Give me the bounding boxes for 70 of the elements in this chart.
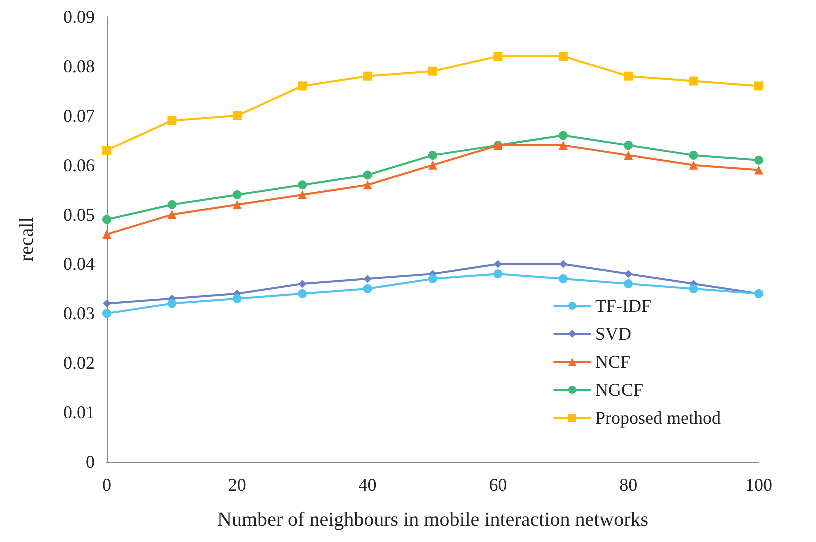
point	[428, 150, 438, 160]
point	[428, 274, 438, 284]
x-tick-label: 0	[102, 475, 112, 495]
y-tick-label: 0.05	[64, 204, 95, 225]
legend-label: TF-IDF	[596, 296, 652, 316]
point	[168, 299, 177, 308]
point	[102, 215, 112, 224]
point	[298, 180, 308, 190]
x-tick-label: 80	[620, 475, 638, 495]
point	[102, 146, 112, 155]
point	[232, 190, 242, 200]
point	[754, 82, 764, 91]
point	[363, 72, 372, 81]
point	[754, 166, 764, 175]
x-tick-label: 20	[228, 475, 246, 495]
y-tick-label: 0.04	[64, 254, 95, 274]
point	[102, 230, 112, 240]
point	[298, 289, 308, 298]
point	[689, 76, 698, 86]
y-tick-label: 0.08	[64, 56, 95, 76]
y-tick-label: 0.02	[64, 353, 95, 374]
x-tick-label: 60	[489, 475, 508, 495]
point	[494, 52, 503, 62]
point	[624, 141, 634, 150]
point	[558, 52, 568, 62]
point	[428, 160, 438, 170]
point	[298, 82, 308, 91]
point	[363, 284, 372, 294]
legend-label: NCF	[596, 352, 631, 372]
point	[364, 275, 372, 284]
legend-label: NGCF	[596, 380, 644, 400]
y-tick-label: 0.06	[64, 155, 95, 176]
y-tick-label: 0.01	[64, 402, 95, 423]
point	[624, 72, 634, 81]
y-tick-label: 0	[86, 452, 95, 472]
point	[168, 210, 177, 220]
point	[494, 260, 502, 268]
y-tick-label: 0.07	[64, 106, 95, 126]
x-tick-label: 100	[746, 475, 772, 495]
point	[363, 170, 372, 180]
point	[363, 180, 372, 190]
point	[558, 131, 568, 140]
point	[624, 270, 633, 278]
point	[232, 294, 242, 304]
point	[624, 150, 634, 160]
point	[298, 190, 308, 200]
x-axis-title: Number of neighbours in mobile interaction networks	[217, 509, 649, 531]
y-tick-label: 0.09	[64, 7, 95, 27]
point	[232, 111, 242, 120]
point	[754, 156, 764, 165]
x-tick-label: 40	[358, 475, 377, 495]
point	[232, 200, 242, 210]
y-axis-title: recall	[16, 216, 38, 262]
point	[689, 284, 698, 294]
point	[168, 116, 177, 126]
point	[168, 200, 177, 210]
point	[428, 66, 438, 76]
point	[102, 309, 112, 318]
point	[624, 280, 634, 288]
y-tick-label: 0.03	[64, 304, 95, 324]
point	[558, 274, 568, 284]
point	[494, 270, 503, 279]
point	[558, 141, 568, 150]
point	[559, 260, 568, 268]
point	[103, 300, 111, 308]
point	[689, 150, 698, 160]
legend-label: SVD	[596, 324, 632, 344]
point	[298, 280, 307, 288]
legend-label: Proposed method	[596, 408, 722, 428]
point	[689, 160, 698, 170]
